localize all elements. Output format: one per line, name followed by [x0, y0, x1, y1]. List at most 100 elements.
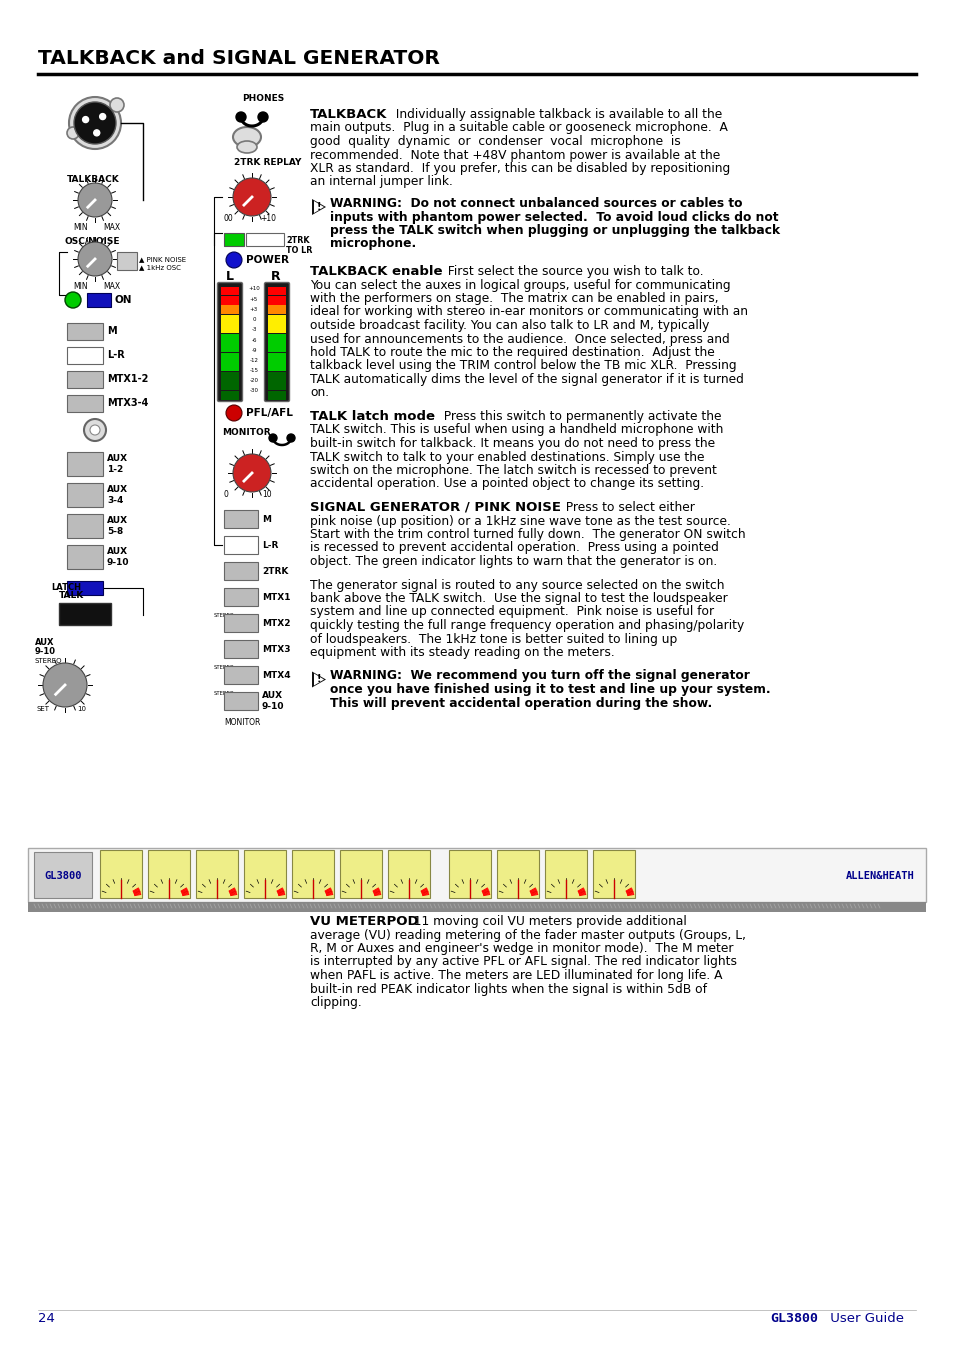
Text: PFL/AFL: PFL/AFL: [246, 408, 293, 417]
Text: AUX
1-2: AUX 1-2: [107, 454, 128, 474]
Text: TALKBACK: TALKBACK: [67, 176, 120, 184]
Circle shape: [226, 405, 242, 422]
Text: microphone.: microphone.: [330, 238, 416, 250]
Text: MTX3-4: MTX3-4: [107, 399, 149, 408]
Text: system and line up connected equipment.  Pink noise is useful for: system and line up connected equipment. …: [310, 605, 714, 619]
Text: switch on the microphone. The latch switch is recessed to prevent: switch on the microphone. The latch swit…: [310, 463, 716, 477]
Circle shape: [99, 113, 106, 120]
Text: Start with the trim control turned fully down.  The generator ON switch: Start with the trim control turned fully…: [310, 528, 745, 540]
Text: 9-10: 9-10: [35, 647, 56, 657]
Bar: [221, 362, 239, 372]
Bar: [224, 692, 257, 711]
Text: with the performers on stage.  The matrix can be enabled in pairs,: with the performers on stage. The matrix…: [310, 292, 718, 305]
Text: WARNING:  Do not connect unbalanced sources or cables to: WARNING: Do not connect unbalanced sourc…: [330, 197, 741, 209]
Polygon shape: [312, 199, 326, 215]
Bar: [59, 603, 111, 626]
Text: TALKBACK enable: TALKBACK enable: [310, 265, 442, 278]
Bar: [268, 296, 286, 305]
Bar: [268, 353, 286, 362]
Circle shape: [90, 426, 100, 435]
Text: Individually assignable talkback is available to all the: Individually assignable talkback is avai…: [388, 108, 721, 122]
Bar: [268, 372, 286, 381]
Polygon shape: [312, 671, 326, 688]
Text: -12: -12: [250, 358, 258, 363]
Text: !: !: [316, 674, 321, 685]
Text: GL3800: GL3800: [769, 1312, 817, 1324]
Text: MONITOR: MONITOR: [222, 428, 271, 436]
Bar: [67, 513, 103, 538]
Text: talkback level using the TRIM control below the TB mic XLR.  Pressing: talkback level using the TRIM control be…: [310, 359, 736, 373]
Circle shape: [43, 663, 87, 707]
Text: is recessed to prevent accidental operation.  Press using a pointed: is recessed to prevent accidental operat…: [310, 542, 719, 554]
Text: average (VU) reading metering of the fader master outputs (Groups, L,: average (VU) reading metering of the fad…: [310, 928, 745, 942]
Text: is interrupted by any active PFL or AFL signal. The red indicator lights: is interrupted by any active PFL or AFL …: [310, 955, 737, 969]
Circle shape: [226, 253, 242, 267]
Text: clipping.: clipping.: [310, 996, 361, 1009]
Text: !: !: [316, 203, 321, 212]
Bar: [268, 343, 286, 353]
Text: MTX3: MTX3: [262, 644, 291, 654]
Text: TALK switch to talk to your enabled destinations. Simply use the: TALK switch to talk to your enabled dest…: [310, 450, 703, 463]
Text: Press to select either: Press to select either: [558, 501, 694, 513]
Bar: [67, 484, 103, 507]
Text: GL3800: GL3800: [44, 871, 82, 881]
Bar: [224, 536, 257, 554]
Text: object. The green indicator lights to warn that the generator is on.: object. The green indicator lights to wa…: [310, 555, 717, 567]
Ellipse shape: [236, 141, 256, 153]
Text: built-in switch for talkback. It means you do not need to press the: built-in switch for talkback. It means y…: [310, 436, 715, 450]
Text: POWER: POWER: [246, 255, 289, 265]
Text: +3: +3: [250, 307, 258, 312]
Text: accidental operation. Use a pointed object to change its setting.: accidental operation. Use a pointed obje…: [310, 477, 703, 490]
Bar: [100, 850, 142, 898]
Bar: [221, 286, 239, 296]
Text: 2TRK
TO LR: 2TRK TO LR: [286, 236, 312, 255]
Bar: [34, 852, 91, 898]
Circle shape: [233, 178, 271, 216]
Text: STEREO: STEREO: [213, 665, 234, 670]
Text: +5: +5: [250, 297, 258, 301]
Text: -30: -30: [250, 389, 258, 393]
Text: 10: 10: [262, 490, 272, 499]
Bar: [224, 232, 244, 246]
Bar: [195, 850, 237, 898]
Bar: [221, 381, 239, 390]
Text: when PAFL is active. The meters are LED illuminated for long life. A: when PAFL is active. The meters are LED …: [310, 969, 721, 982]
Bar: [221, 305, 239, 315]
Text: ▲ 1kHz OSC: ▲ 1kHz OSC: [139, 263, 181, 270]
Text: MIN: MIN: [73, 223, 88, 232]
Text: +10: +10: [260, 213, 275, 223]
Bar: [268, 362, 286, 372]
Text: recommended.  Note that +48V phantom power is available at the: recommended. Note that +48V phantom powe…: [310, 149, 720, 162]
Text: 00: 00: [224, 213, 233, 223]
Text: STEREO: STEREO: [213, 613, 234, 617]
Text: +10: +10: [248, 286, 259, 292]
Circle shape: [110, 99, 124, 112]
Text: once you have finished using it to test and line up your system.: once you have finished using it to test …: [330, 684, 770, 696]
Circle shape: [74, 101, 116, 145]
Bar: [221, 390, 239, 400]
Text: PHONES: PHONES: [242, 95, 284, 103]
Text: built-in red PEAK indicator lights when the signal is within 5dB of: built-in red PEAK indicator lights when …: [310, 982, 706, 996]
Text: -15: -15: [250, 367, 258, 373]
Text: VU METERPOD: VU METERPOD: [310, 915, 418, 928]
Circle shape: [257, 112, 268, 122]
FancyBboxPatch shape: [264, 282, 289, 401]
Bar: [244, 850, 286, 898]
Text: AUX
9-10: AUX 9-10: [107, 547, 130, 566]
Bar: [224, 509, 257, 528]
Bar: [449, 850, 491, 898]
Text: -20: -20: [250, 378, 258, 384]
Bar: [268, 286, 286, 296]
Circle shape: [93, 130, 100, 136]
Text: OSC/NOISE: OSC/NOISE: [65, 236, 120, 245]
Text: press the TALK switch when plugging or unplugging the talkback: press the TALK switch when plugging or u…: [330, 224, 780, 236]
Polygon shape: [314, 674, 324, 685]
Text: equipment with its steady reading on the meters.: equipment with its steady reading on the…: [310, 646, 614, 659]
Text: MAX: MAX: [103, 282, 120, 290]
Bar: [224, 613, 257, 632]
Bar: [388, 850, 430, 898]
Bar: [224, 588, 257, 607]
Text: -3: -3: [251, 327, 256, 332]
Text: You can select the auxes in logical groups, useful for communicating: You can select the auxes in logical grou…: [310, 278, 730, 292]
Text: L: L: [226, 270, 233, 282]
